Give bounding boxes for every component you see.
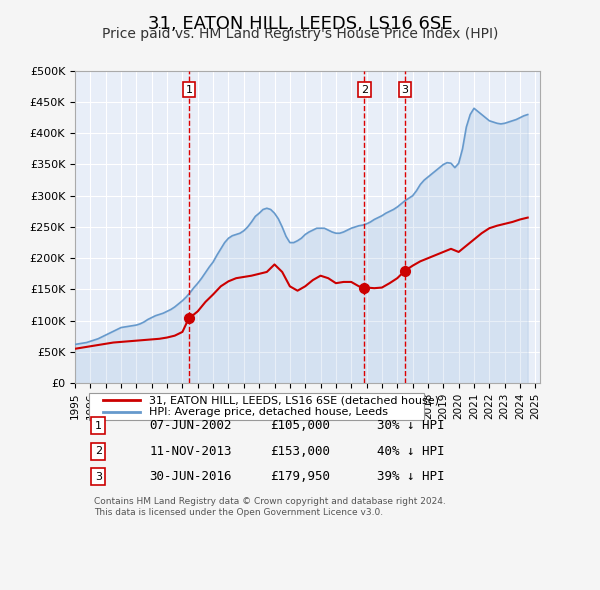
Text: HPI: Average price, detached house, Leeds: HPI: Average price, detached house, Leed… [149, 407, 388, 417]
Text: 1: 1 [95, 421, 102, 431]
FancyBboxPatch shape [89, 393, 424, 420]
Text: 30% ↓ HPI: 30% ↓ HPI [377, 419, 445, 432]
Text: 31, EATON HILL, LEEDS, LS16 6SE: 31, EATON HILL, LEEDS, LS16 6SE [148, 15, 452, 33]
Text: 3: 3 [95, 472, 102, 482]
Text: 07-JUN-2002: 07-JUN-2002 [149, 419, 232, 432]
Text: 2: 2 [361, 84, 368, 94]
Text: 1: 1 [185, 84, 193, 94]
Text: Contains HM Land Registry data © Crown copyright and database right 2024.
This d: Contains HM Land Registry data © Crown c… [94, 497, 445, 517]
Text: 40% ↓ HPI: 40% ↓ HPI [377, 445, 445, 458]
Text: Price paid vs. HM Land Registry's House Price Index (HPI): Price paid vs. HM Land Registry's House … [102, 27, 498, 41]
Text: 2: 2 [95, 446, 102, 456]
Text: £179,950: £179,950 [270, 470, 330, 483]
Text: £153,000: £153,000 [270, 445, 330, 458]
Text: 30-JUN-2016: 30-JUN-2016 [149, 470, 232, 483]
Text: 11-NOV-2013: 11-NOV-2013 [149, 445, 232, 458]
Text: 39% ↓ HPI: 39% ↓ HPI [377, 470, 445, 483]
Text: 3: 3 [401, 84, 409, 94]
Text: 31, EATON HILL, LEEDS, LS16 6SE (detached house): 31, EATON HILL, LEEDS, LS16 6SE (detache… [149, 395, 439, 405]
Text: £105,000: £105,000 [270, 419, 330, 432]
